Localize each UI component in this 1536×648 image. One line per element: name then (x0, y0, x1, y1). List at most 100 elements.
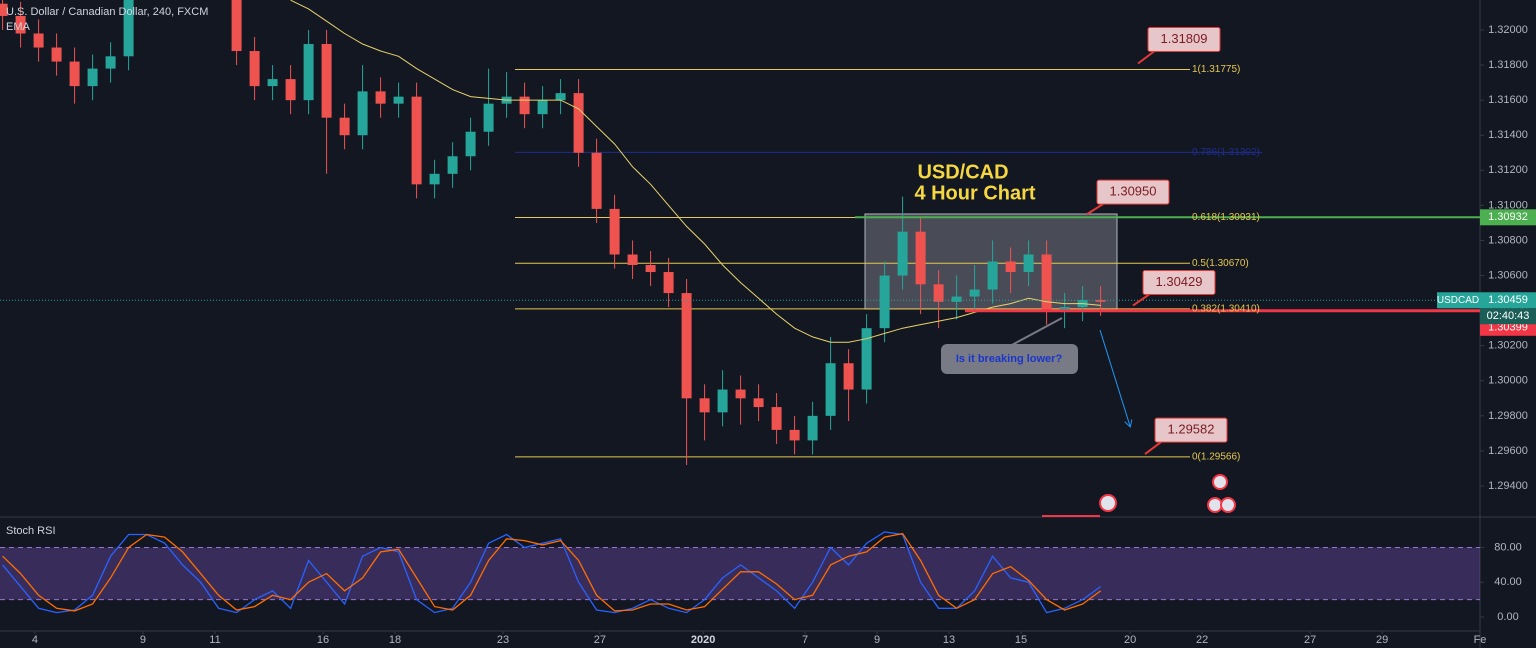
candle-body (267, 79, 278, 87)
candle-body (933, 284, 944, 302)
countdown-label: 02:40:43 (1487, 310, 1530, 322)
x-tick-label: 4 (32, 634, 38, 646)
candle-body (33, 33, 44, 48)
y-tick-label: 1.31400 (1488, 129, 1528, 141)
y-tick-label: 1.29400 (1488, 480, 1528, 492)
y-tick-label: 1.31000 (1488, 199, 1528, 211)
x-tick-label: 20 (1124, 634, 1136, 646)
event-icon (1207, 497, 1223, 513)
candle-body (321, 44, 332, 118)
callout-pointer (1137, 50, 1155, 65)
x-tick-label: 13 (943, 634, 955, 646)
y-tick-label: 1.32000 (1488, 24, 1528, 36)
candle-body (447, 156, 458, 174)
x-tick-label: 2020 (691, 634, 715, 646)
indicator-label: EMA (6, 21, 31, 33)
x-tick-label: 11 (209, 634, 220, 646)
axes: 1.29400 1.29600 1.29800 1.30000 1.30200 1.304… (32, 24, 1536, 646)
fib-label: 0.786(1.31302) (1192, 147, 1260, 158)
y-tick-label: 0.00 (1497, 611, 1518, 623)
candle-body (573, 93, 584, 153)
candle-body (0, 3, 8, 16)
candle-body (663, 272, 674, 294)
chart-title: U.S. Dollar / Canadian Dollar, 240, FXCM (6, 6, 208, 18)
candle-body (231, 0, 242, 52)
candle-body (717, 389, 728, 413)
candle-body (339, 117, 350, 136)
x-tick-label: 27 (1304, 634, 1316, 646)
candle-body (1005, 261, 1016, 273)
candle-body (411, 96, 422, 185)
candle-body (735, 389, 746, 399)
y-tick-label: 1.30600 (1488, 269, 1528, 281)
candle-body (483, 103, 494, 132)
candle-body (807, 415, 818, 441)
candle-body (393, 96, 404, 104)
y-tick-label: 1.31200 (1488, 164, 1528, 176)
overlay: USD/CAD 4 Hour Chart Is it breaking lowe… (6, 6, 1260, 537)
candle-body (771, 407, 782, 430)
x-tick-label: 9 (140, 634, 146, 646)
candle-body (429, 173, 440, 185)
event-icon (1220, 497, 1236, 513)
y-tick-label: 1.30000 (1488, 375, 1528, 387)
candle-body (897, 231, 908, 276)
x-tick-label: 29 (1376, 634, 1388, 646)
x-tick-label: Fe (1474, 634, 1487, 646)
bubble-pointer (1009, 317, 1063, 347)
candle-body (1059, 307, 1070, 311)
event-icon (1099, 494, 1117, 512)
symbol-label: USDCAD (1437, 295, 1479, 306)
fib-label: 0(1.29566) (1192, 452, 1240, 463)
symbol-box (1437, 292, 1480, 309)
callout-box (1147, 26, 1221, 52)
y-tick-label: 40.00 (1494, 576, 1522, 588)
candle-body (285, 79, 296, 101)
price-label: 1.30459 (1488, 294, 1528, 306)
y-tick-label: 1.30800 (1488, 234, 1528, 246)
stoch-line (2, 532, 1101, 612)
x-tick-label: 22 (1196, 634, 1208, 646)
candle-body (699, 398, 710, 413)
candle-body (609, 208, 620, 255)
candle-body (69, 61, 80, 87)
candle-body (87, 68, 98, 87)
callout-box (1142, 270, 1216, 296)
price-pane (0, 0, 1480, 465)
candle-body (357, 91, 368, 136)
x-tick-label: 18 (389, 634, 401, 646)
y-tick-label: 1.31600 (1488, 94, 1528, 106)
candle-body (843, 363, 854, 390)
candle-body (51, 47, 62, 62)
candle-body (105, 56, 116, 69)
stoch-line (2, 531, 1101, 614)
fib-label: 0.382(1.30410) (1192, 304, 1260, 315)
callout-box (1154, 417, 1228, 443)
candle-body (555, 93, 566, 101)
x-tick-label: 16 (317, 634, 329, 646)
x-tick-label: 9 (874, 634, 880, 646)
candle-body (627, 254, 638, 266)
candle-body (915, 231, 926, 285)
y-tick-label: 1.29600 (1488, 445, 1528, 457)
callout-label: 1.29582 (1168, 422, 1215, 437)
callout-label: 1.31809 (1161, 31, 1208, 46)
callout-pointer (1132, 293, 1150, 307)
candle-body (1041, 254, 1052, 311)
fib-label: 0.5(1.30670) (1192, 258, 1249, 269)
candle-body (123, 0, 134, 57)
candle-body (879, 275, 890, 329)
x-tick-label: 27 (594, 634, 606, 646)
candle-body (303, 44, 314, 101)
candle-body (1023, 254, 1034, 273)
candle-body (465, 131, 476, 157)
x-tick-label: 23 (497, 634, 509, 646)
price-label-box (1480, 209, 1536, 226)
candle-body (1095, 300, 1106, 302)
stoch-pane (0, 531, 1480, 614)
candle-body (753, 398, 764, 408)
x-tick-label: 7 (802, 634, 808, 646)
